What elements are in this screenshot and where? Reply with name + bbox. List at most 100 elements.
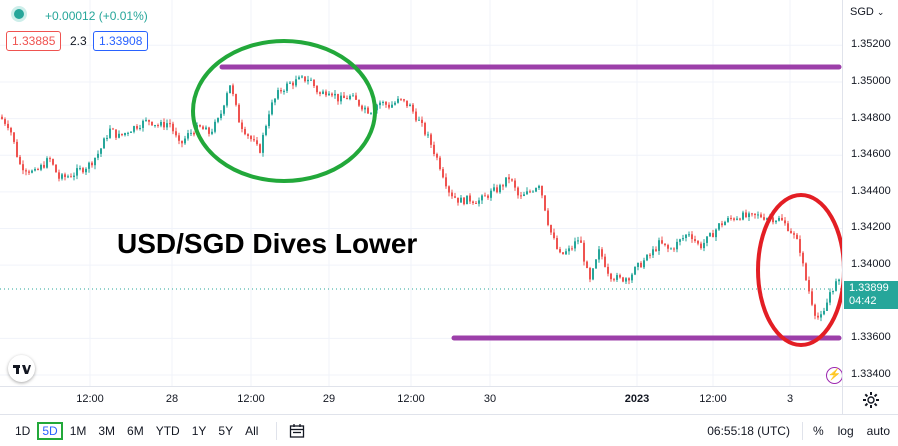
candle-body [205,127,207,130]
candle-body [643,260,645,268]
range-button-1m[interactable]: 1M [69,423,87,438]
candle-body [115,129,117,138]
candle-body [22,164,24,171]
candle-body [673,248,675,250]
candle-body [226,93,228,106]
candle-body [502,185,504,187]
candle-body [778,217,780,221]
candle-body [517,187,519,196]
candle-body [658,240,660,251]
candle-body [580,240,582,243]
candle-body [238,104,240,123]
spread-value: 2.3 [70,34,87,48]
candle-body [589,267,591,280]
candle-body [364,107,366,110]
range-button-3m[interactable]: 3M [98,423,116,438]
candle-body [286,83,288,91]
chart-area[interactable]: +0.00012 (+0.01%) 1.33885 2.3 1.33908 US… [0,0,842,386]
candle-body [232,85,234,95]
candle-body [787,223,789,231]
candle-body [796,234,798,240]
time-tick-label: 29 [322,393,336,405]
log-toggle[interactable]: log [837,423,854,438]
candle-body [175,131,177,136]
auto-toggle[interactable]: auto [866,423,890,438]
candle-body [64,174,66,178]
currency-selector[interactable]: SGD ⌄ [850,6,884,18]
percent-toggle[interactable]: % [812,423,824,438]
candle-body [799,239,801,253]
current-price-badge: 1.33899 04:42 [844,281,898,309]
candle-body [382,101,384,103]
live-dot [14,9,24,19]
candle-body [736,218,738,220]
candle-body [220,113,222,119]
utc-clock[interactable]: 06:55:18 (UTC) [707,423,790,438]
candle-body [814,304,816,316]
candle-body [553,232,555,239]
candle-body [70,176,72,178]
candle-body [547,210,549,225]
candle-body [472,201,474,203]
candle-body [319,92,321,94]
candle-body [520,195,522,197]
price-axis[interactable]: SGD ⌄ 1.35200 1.35000 1.34800 1.34600 1.3440… [842,0,898,386]
time-tick-label: 28 [165,393,179,405]
candle-body [610,273,612,280]
range-button-1y[interactable]: 1Y [191,423,207,438]
settings-gear-icon[interactable] [862,391,880,409]
candle-body [742,212,744,220]
lightning-icon[interactable]: ⚡ [826,367,842,384]
candle-body [67,176,69,178]
candle-body [748,213,750,218]
bid-price[interactable]: 1.33885 [6,31,62,51]
candle-body [253,139,255,141]
candle-body [310,79,312,81]
range-button-all[interactable]: All [245,423,259,438]
candle-body [262,134,264,153]
date-range-icon[interactable] [289,423,307,439]
candle-body [355,95,357,100]
candle-body [688,234,690,236]
candle-body [712,233,714,238]
candle-body [19,156,21,165]
candle-body [28,171,30,173]
candle-body [835,281,837,291]
candle-body [145,119,147,121]
candle-body [808,280,810,292]
time-tick-label: 12:00 [76,393,104,405]
candle-body [361,105,363,110]
candle-body [727,217,729,222]
candle-body [802,252,804,264]
range-button-ytd[interactable]: YTD [155,423,180,438]
range-button-5y[interactable]: 5Y [218,423,234,438]
candle-body [280,90,282,92]
range-button-6m[interactable]: 6M [127,423,144,438]
candle-body [565,251,567,255]
candle-body [121,133,123,136]
candle-body [178,135,180,141]
candle-body [460,197,462,203]
candle-body [619,275,621,278]
candle-body [412,104,414,112]
ask-price[interactable]: 1.33908 [93,31,149,51]
candle-body [400,98,402,100]
tradingview-logo-icon[interactable] [8,355,35,382]
range-button-1d[interactable]: 1D [15,423,31,438]
candle-body [832,290,834,293]
candle-body [442,169,444,178]
candle-body [694,239,696,241]
candle-body [511,179,513,181]
range-button-5d[interactable]: 5D [37,421,63,440]
candle-body [244,128,246,135]
time-axis[interactable]: 12:00 28 12:00 29 12:00 30 2023 12:00 3 [0,386,842,414]
price-chart[interactable] [0,0,842,386]
time-tick-label: 3 [786,393,794,405]
candle-body [1,116,3,120]
candle-body [136,126,138,129]
candle-body [301,76,303,78]
divider [801,421,803,440]
candle-body [277,90,279,99]
candle-body [250,135,252,140]
candle-body [247,134,249,136]
